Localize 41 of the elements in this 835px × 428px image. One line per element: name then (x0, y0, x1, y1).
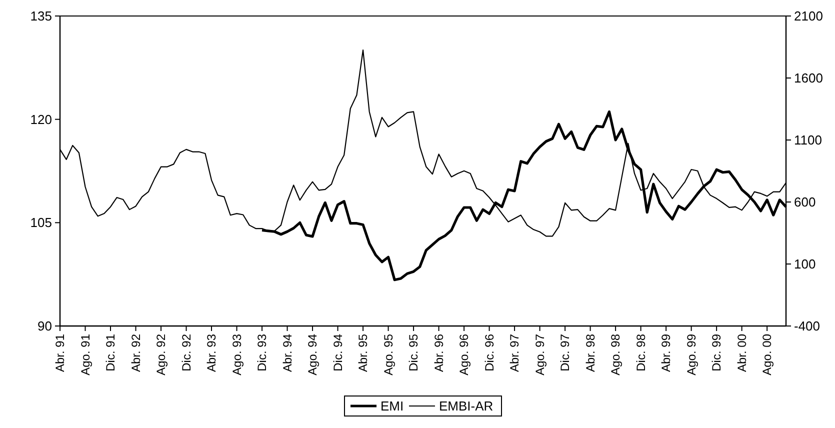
y2-tick-label: 2100 (794, 8, 823, 24)
y2-tick-label: 600 (794, 194, 816, 210)
x-tick-label: Abr. 97 (508, 334, 522, 372)
y-tick-label: 105 (30, 215, 52, 230)
y2-tick-label: 1600 (794, 70, 823, 86)
x-tick-label: Ago. 93 (230, 334, 244, 376)
x-tick-label: Abr. 96 (432, 334, 446, 372)
x-tick-label: Abr. 93 (204, 334, 219, 372)
legend-label: EMBI-AR (439, 398, 494, 414)
y2-tick-label: -400 (794, 318, 820, 334)
x-tick-label: Abr. 99 (659, 334, 674, 372)
y-tick-label: 120 (30, 112, 52, 127)
y2-tick-label: 1100 (794, 132, 822, 148)
x-tick-label: Ago. 91 (78, 334, 92, 376)
y2-tick-label: 100 (794, 256, 816, 272)
x-tick-label: Dic. 94 (330, 334, 345, 372)
x-tick-label: Dic. 98 (634, 334, 648, 372)
x-tick-label: Ago. 98 (608, 334, 623, 376)
x-tick-label: Dic. 93 (255, 334, 270, 372)
x-tick-label: Dic. 96 (482, 334, 496, 372)
x-tick-label: Ago. 96 (457, 334, 472, 376)
x-tick-label: Ago. 00 (760, 334, 774, 376)
x-tick-label: Ago. 94 (306, 334, 320, 376)
x-tick-label: Abr. 92 (128, 334, 143, 372)
x-tick-label: Ago. 99 (684, 334, 698, 376)
x-tick-label: Dic. 95 (406, 334, 421, 372)
y-tick-label: 135 (30, 8, 52, 24)
x-tick-label: Abr. 98 (583, 334, 598, 372)
x-tick-label: Abr. 91 (53, 334, 67, 372)
x-tick-label: Dic. 97 (558, 334, 572, 372)
legend-label: EMI (380, 398, 404, 414)
y-tick-label: 90 (38, 318, 52, 334)
x-tick-label: Abr. 94 (280, 334, 294, 372)
x-tick-label: Dic. 99 (710, 334, 724, 372)
x-tick-label: Ago. 95 (381, 334, 396, 376)
x-tick-label: Ago. 97 (532, 334, 547, 376)
x-tick-label: Dic. 91 (104, 334, 118, 372)
x-tick-label: Ago. 92 (154, 334, 168, 376)
x-tick-label: Abr. 00 (734, 334, 749, 372)
x-tick-label: Dic. 92 (179, 334, 194, 372)
x-tick-label: Abr. 95 (356, 334, 370, 372)
